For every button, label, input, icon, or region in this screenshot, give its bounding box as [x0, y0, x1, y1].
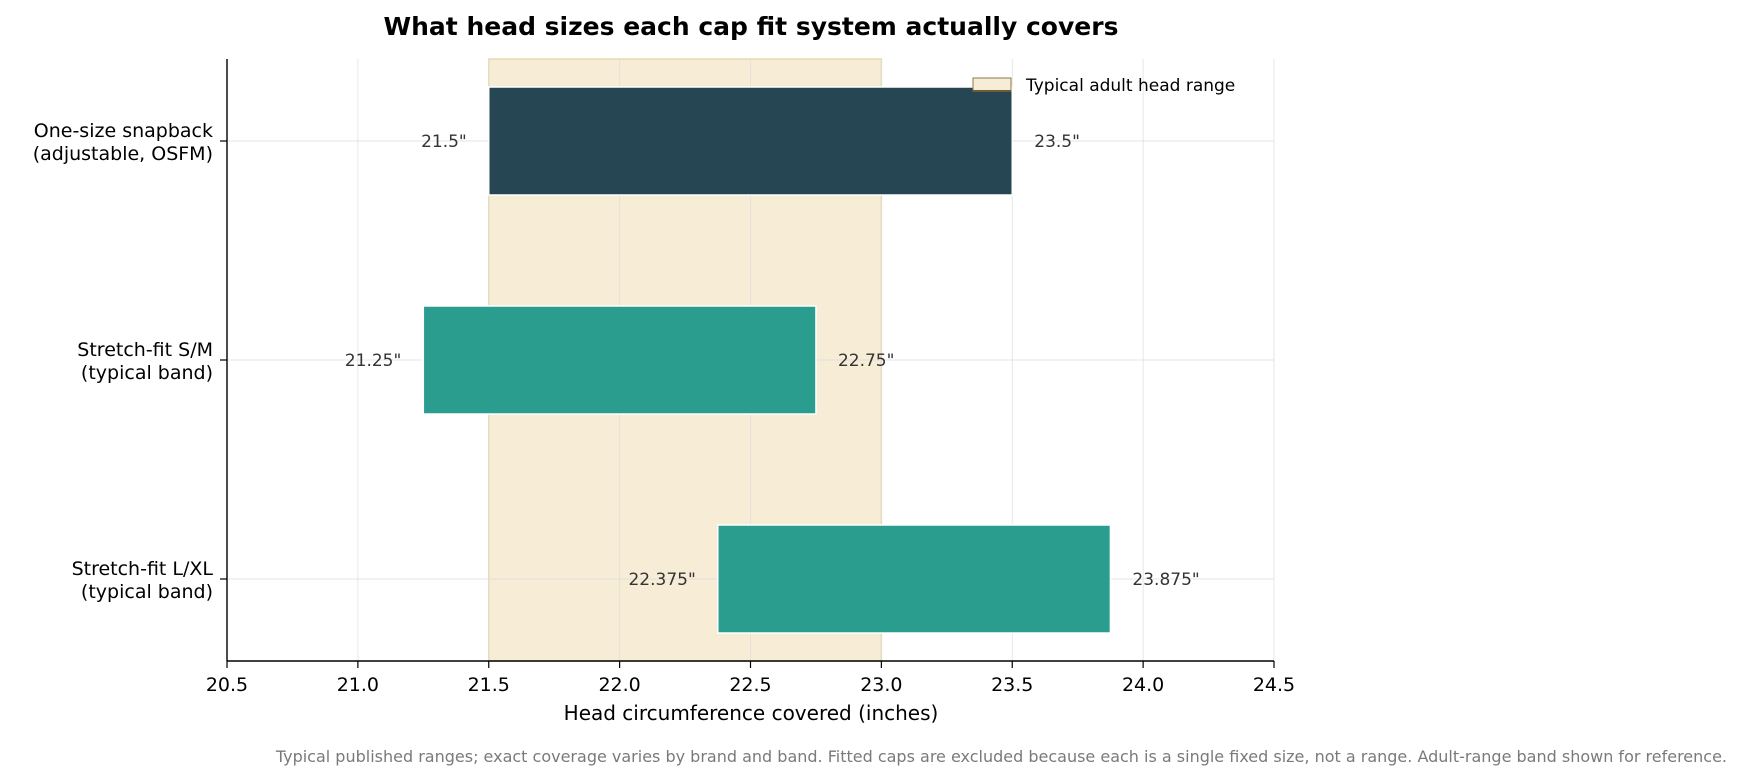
- x-tick-label: 24.5: [1253, 674, 1295, 696]
- x-axis-ticks: 20.5 21.0 21.5 22.0 22.5 23.0 23.5 24.0 24.5: [206, 661, 1295, 696]
- x-tick-label: 22.0: [598, 674, 640, 696]
- y-axis-categories: One-size snapback (adjustable, OSFM) Stret…: [33, 120, 227, 603]
- category-label: Stretch-fit L/XL (typical band): [72, 558, 214, 603]
- range-start-label: 21.25": [345, 351, 402, 371]
- legend: Typical adult head range: [972, 76, 1235, 96]
- category-label: One-size snapback (adjustable, OSFM): [33, 120, 213, 165]
- range-end-label: 22.75": [838, 351, 895, 371]
- plot-area: 21.5" 23.5" 21.25" 22.75" 22.375" 23.875" 20.…: [33, 58, 1295, 696]
- x-tick-label: 21.5: [468, 674, 510, 696]
- chart-title: What head sizes each cap fit system actu…: [384, 12, 1119, 41]
- x-axis-label: Head circumference covered (inches): [564, 701, 939, 725]
- range-bar: [422, 305, 817, 415]
- bar-series: [422, 86, 1112, 634]
- range-start-label: 21.5": [421, 132, 467, 152]
- legend-label: Typical adult head range: [1025, 76, 1235, 96]
- x-tick-label: 22.5: [729, 674, 771, 696]
- legend-swatch: [972, 77, 1012, 92]
- x-tick-label: 23.5: [991, 674, 1033, 696]
- x-tick-label: 24.0: [1122, 674, 1164, 696]
- category-label: Stretch-fit S/M (typical band): [77, 339, 213, 384]
- range-end-label: 23.5": [1034, 132, 1080, 152]
- x-tick-label: 20.5: [206, 674, 248, 696]
- range-end-label: 23.875": [1132, 570, 1199, 590]
- range-bar: [488, 86, 1013, 196]
- footnote: Typical published ranges; exact coverage…: [275, 747, 1727, 766]
- range-bar: [717, 524, 1112, 634]
- x-tick-label: 21.0: [337, 674, 379, 696]
- x-tick-label: 23.0: [860, 674, 902, 696]
- value-labels: 21.5" 23.5" 21.25" 22.75" 22.375" 23.875": [345, 132, 1200, 590]
- range-start-label: 22.375": [628, 570, 695, 590]
